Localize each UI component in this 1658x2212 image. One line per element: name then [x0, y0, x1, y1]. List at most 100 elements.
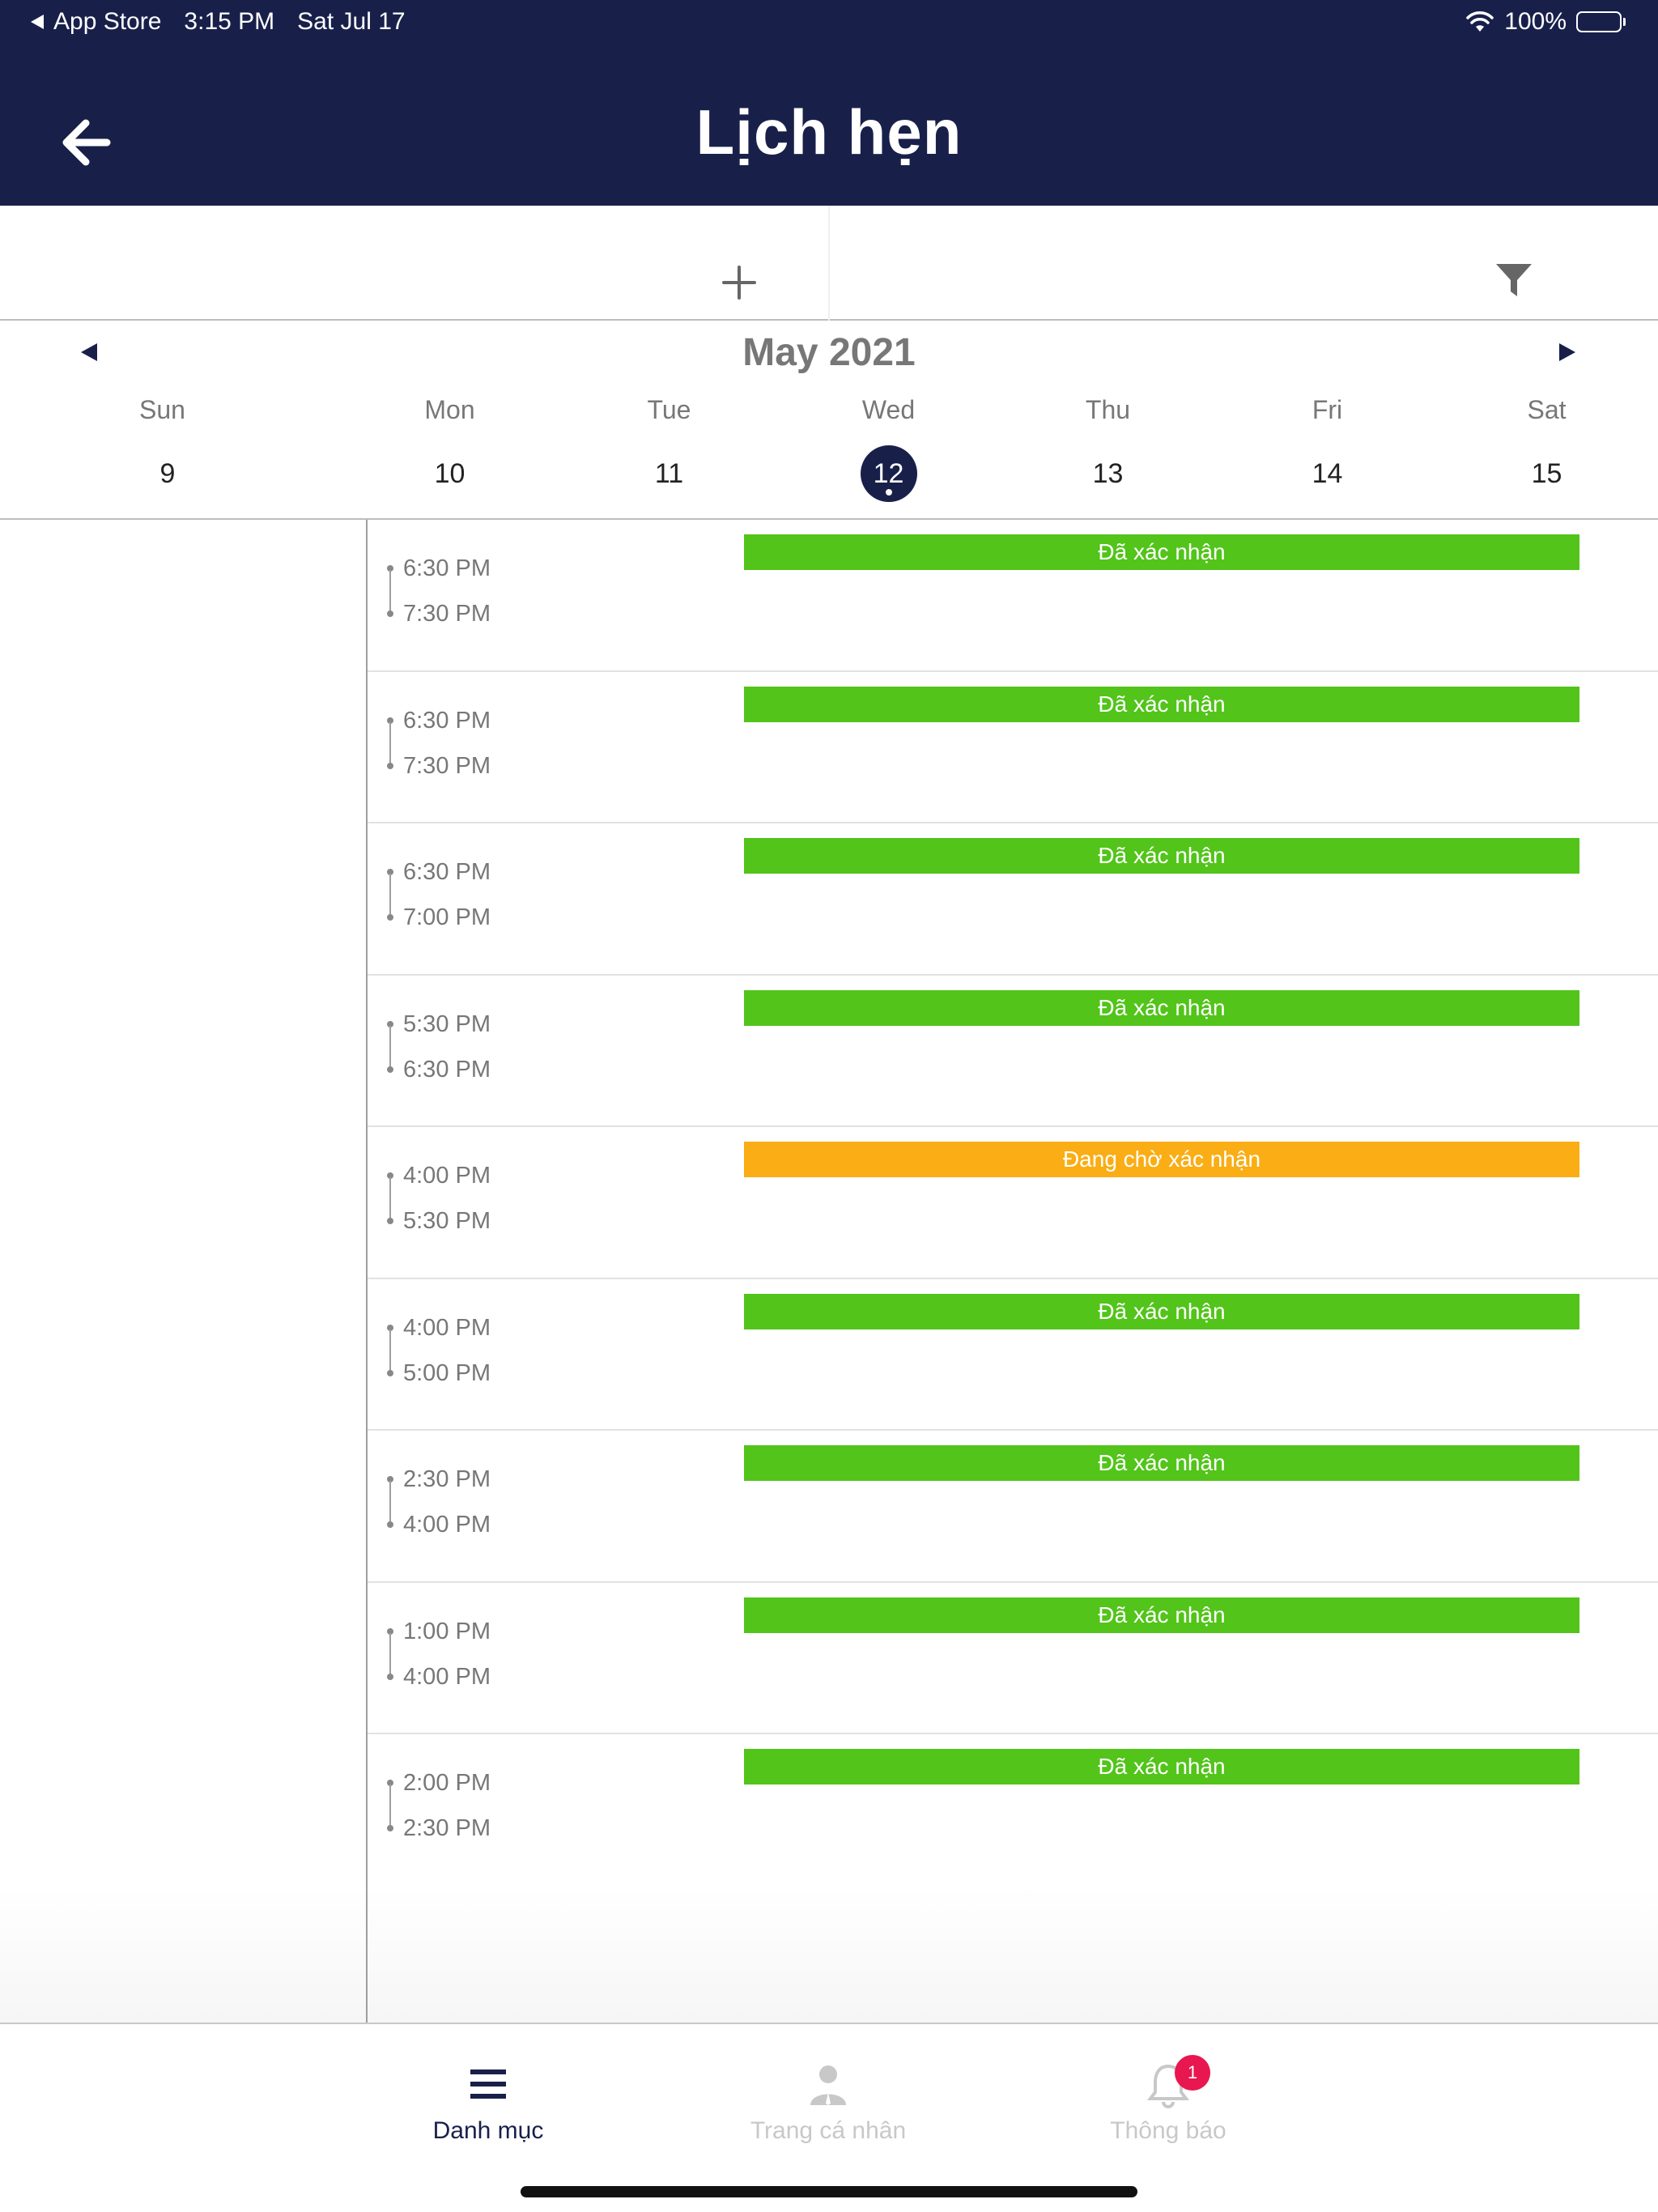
- tab-bar: Danh mục Trang cá nhân 1 Thông báo: [0, 2024, 1658, 2212]
- tab-notifications[interactable]: 1 Thông báo: [1047, 2055, 1290, 2145]
- back-to-app-icon[interactable]: [31, 15, 44, 29]
- day-sat[interactable]: Sat 15: [1437, 389, 1656, 502]
- appointment-start-time: 1:00 PM: [403, 1618, 491, 1644]
- appointment-end-time: 5:30 PM: [403, 1208, 491, 1234]
- day-name: Sun: [139, 395, 185, 424]
- time-range-connector: [387, 1324, 395, 1376]
- battery-percent: 100%: [1504, 8, 1567, 35]
- time-range-connector: [387, 1020, 395, 1073]
- add-icon[interactable]: [712, 256, 766, 309]
- app-header: App Store 3:15 PM Sat Jul 17 100% Lịch h…: [0, 0, 1658, 206]
- appointment-end-time: 7:00 PM: [403, 904, 491, 930]
- bell-icon-wrapper: 1: [1144, 2055, 1210, 2108]
- appointment-end-time: 4:00 PM: [403, 1512, 491, 1538]
- appointment-status-badge: Đã xác nhận: [744, 534, 1579, 570]
- person-icon: [810, 2065, 846, 2105]
- day-tue[interactable]: Tue 11: [559, 389, 779, 502]
- appointment-start-time: 6:30 PM: [403, 707, 491, 734]
- appointment-status-badge: Đã xác nhận: [744, 1445, 1579, 1481]
- month-label: May 2021: [742, 331, 916, 374]
- time-range-connector: [387, 1476, 395, 1528]
- appointment-start-time: 2:00 PM: [403, 1770, 491, 1796]
- list-footer-area: [0, 1885, 1658, 2024]
- day-number: 13: [1092, 458, 1124, 489]
- toolbar-divider: [828, 206, 830, 321]
- appointment-start-time: 5:30 PM: [403, 1010, 491, 1037]
- status-bar-left: App Store 3:15 PM Sat Jul 17: [31, 8, 428, 36]
- appointment-row[interactable]: 4:00 PM 5:30 PM Đang chờ xác nhận: [368, 1127, 1658, 1279]
- appointment-status-badge: Đã xác nhận: [744, 1749, 1579, 1784]
- day-name: Sat: [1527, 395, 1567, 424]
- day-name: Thu: [1085, 395, 1131, 424]
- day-number: 10: [434, 458, 466, 489]
- appointment-start-time: 4:00 PM: [403, 1163, 491, 1189]
- appointment-status-badge: Đã xác nhận: [744, 838, 1579, 874]
- appointment-row[interactable]: 1:00 PM 4:00 PM Đã xác nhận: [368, 1583, 1658, 1734]
- time-range-connector: [387, 1627, 395, 1680]
- appointment-list: 6:30 PM 7:30 PM Đã xác nhận 6:30 PM 7:30 PM Đ…: [0, 520, 1658, 1887]
- calendar-divider: [0, 518, 1658, 520]
- day-number: 12: [860, 445, 917, 502]
- back-arrow-icon[interactable]: [57, 113, 115, 172]
- page-title: Lịch hẹn: [695, 96, 963, 168]
- appointment-row[interactable]: 5:30 PM 6:30 PM Đã xác nhận: [368, 976, 1658, 1127]
- appointment-end-time: 2:30 PM: [403, 1815, 491, 1841]
- home-indicator[interactable]: [521, 2186, 1137, 2197]
- appointment-start-time: 4:00 PM: [403, 1314, 491, 1341]
- appointment-row[interactable]: 6:30 PM 7:30 PM Đã xác nhận: [368, 520, 1658, 672]
- appointment-start-time: 6:30 PM: [403, 859, 491, 885]
- toolbar: [0, 206, 1658, 321]
- appointment-row[interactable]: 2:30 PM 4:00 PM Đã xác nhận: [368, 1431, 1658, 1583]
- appointment-row[interactable]: 6:30 PM 7:30 PM Đã xác nhận: [368, 672, 1658, 823]
- day-sun[interactable]: Sun 9: [0, 389, 340, 502]
- appointment-status-badge: Đã xác nhận: [744, 686, 1579, 722]
- day-name: Fri: [1312, 395, 1343, 424]
- appointment-start-time: 6:30 PM: [403, 555, 491, 581]
- day-fri[interactable]: Fri 14: [1218, 389, 1437, 502]
- wifi-icon: [1466, 11, 1494, 32]
- appointment-row[interactable]: 2:00 PM 2:30 PM Đã xác nhận: [368, 1734, 1658, 1887]
- time-range-connector: [387, 565, 395, 617]
- day-wed[interactable]: Wed 12: [779, 389, 998, 502]
- appointment-status-badge: Đang chờ xác nhận: [744, 1142, 1579, 1177]
- notification-count-badge: 1: [1175, 2055, 1210, 2091]
- appointment-start-time: 2:30 PM: [403, 1466, 491, 1492]
- tab-profile-label: Trang cá nhân: [750, 2117, 907, 2144]
- appointment-end-time: 6:30 PM: [403, 1056, 491, 1083]
- tab-menu-label: Danh mục: [432, 2117, 544, 2144]
- time-range-connector: [387, 1780, 395, 1831]
- appointment-end-time: 5:00 PM: [403, 1359, 491, 1386]
- status-time: 3:15 PM: [184, 8, 275, 35]
- day-name: Wed: [861, 395, 916, 424]
- appointment-row[interactable]: 4:00 PM 5:00 PM Đã xác nhận: [368, 1279, 1658, 1431]
- appointment-end-time: 4:00 PM: [403, 1663, 491, 1690]
- appointment-status-badge: Đã xác nhận: [744, 1293, 1579, 1329]
- tab-profile[interactable]: Trang cá nhân: [707, 2060, 950, 2145]
- list-left-column-divider: [366, 520, 368, 2024]
- time-range-connector: [387, 869, 395, 921]
- footer-divider: [0, 2023, 1658, 2024]
- day-mon[interactable]: Mon 10: [340, 389, 559, 502]
- status-bar-right: 100%: [1465, 8, 1626, 36]
- day-number: 9: [159, 458, 176, 489]
- next-week-icon[interactable]: [1559, 343, 1575, 361]
- prev-week-icon[interactable]: [81, 343, 97, 361]
- day-number: 11: [654, 458, 684, 489]
- appointment-status-badge: Đã xác nhận: [744, 1597, 1579, 1633]
- appointment-row[interactable]: 6:30 PM 7:00 PM Đã xác nhận: [368, 823, 1658, 976]
- filter-icon[interactable]: [1493, 259, 1535, 301]
- day-thu[interactable]: Thu 13: [998, 389, 1218, 502]
- appointment-end-time: 7:30 PM: [403, 752, 491, 779]
- time-range-connector: [387, 1172, 395, 1224]
- day-name: Mon: [424, 395, 475, 424]
- footer-column-divider: [366, 1885, 368, 2024]
- appointment-end-time: 7:30 PM: [403, 601, 491, 627]
- status-date: Sat Jul 17: [297, 8, 406, 35]
- day-number: 14: [1312, 458, 1343, 489]
- back-app-label[interactable]: App Store: [53, 8, 162, 35]
- battery-icon: [1576, 11, 1626, 32]
- tab-notifications-label: Thông báo: [1110, 2117, 1226, 2144]
- time-range-connector: [387, 717, 395, 769]
- tab-menu[interactable]: Danh mục: [367, 2060, 610, 2145]
- day-name: Tue: [647, 395, 691, 424]
